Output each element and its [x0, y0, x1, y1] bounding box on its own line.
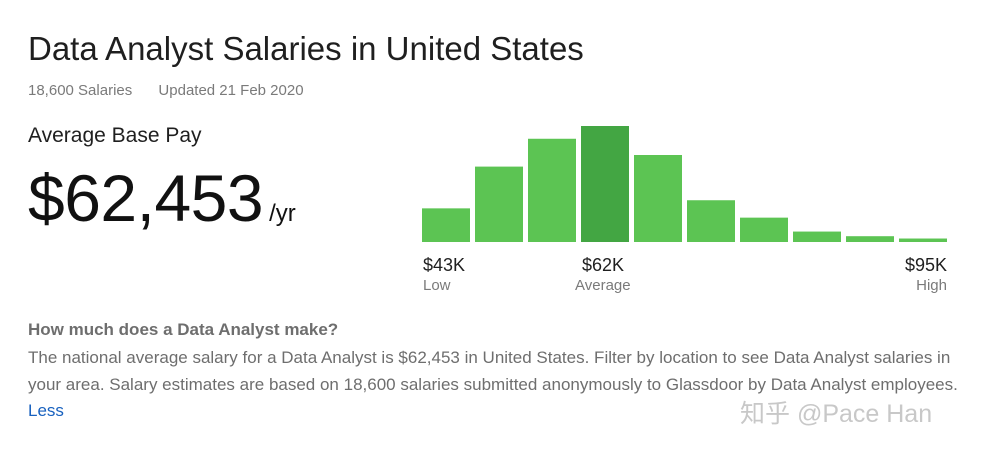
watermark: 知乎 @Pace Han [740, 400, 933, 428]
description-text: The national average salary for a Data A… [28, 348, 958, 394]
salary-question: How much does a Data Analyst make? [28, 320, 339, 339]
less-link[interactable]: Less [28, 401, 64, 420]
histogram-bar [899, 238, 947, 242]
low-value: $43K [423, 255, 466, 275]
salary-meta: 18,600 Salaries Updated 21 Feb 2020 [28, 82, 304, 99]
average-value: $62K [582, 255, 625, 275]
average-label: Average [575, 277, 631, 294]
histogram-bar [846, 236, 894, 242]
salary-description: The national average salary for a Data A… [28, 345, 958, 425]
salary-count: 18,600 Salaries [28, 82, 133, 99]
high-label: High [916, 277, 947, 294]
histogram-bar [422, 208, 470, 242]
average-base-pay-label: Average Base Pay [28, 124, 202, 147]
histogram-bar-average [581, 126, 629, 242]
histogram-bar [740, 217, 788, 242]
histogram-bar [634, 155, 682, 242]
histogram-bar [793, 231, 841, 242]
histogram-bar [475, 166, 523, 242]
pay-amount: $62,453 [28, 161, 264, 235]
histogram-bar [528, 138, 576, 242]
pay-unit: /yr [269, 200, 296, 227]
page-title: Data Analyst Salaries in United States [28, 30, 584, 67]
low-label: Low [423, 277, 451, 294]
updated-date: Updated 21 Feb 2020 [158, 82, 304, 99]
histogram-bar [687, 200, 735, 242]
salary-histogram [422, 126, 947, 242]
average-pay: $62,453/yr [28, 160, 296, 236]
high-value: $95K [904, 255, 947, 275]
